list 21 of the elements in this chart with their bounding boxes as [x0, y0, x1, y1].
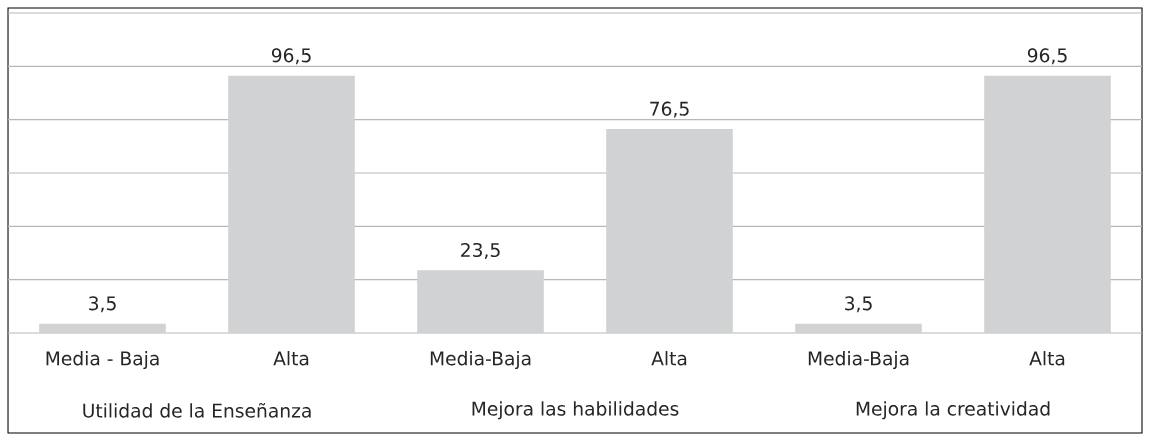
bar — [39, 323, 166, 333]
data-label: 76,5 — [650, 101, 689, 118]
x-tick-label: Media - Baja — [46, 351, 159, 370]
x-tick-label: Alta — [651, 351, 687, 366]
text: Mejora las habilidades — [472, 401, 679, 420]
data-label: 3,5 — [89, 296, 116, 313]
text: Utilidad de la Enseñanza — [83, 402, 311, 418]
bar — [417, 270, 544, 333]
data-label: 23,5 — [461, 242, 500, 259]
data-label: 3,5 — [845, 296, 872, 313]
x-tick-label: Alta — [1029, 351, 1065, 366]
bar — [984, 75, 1111, 333]
bar — [795, 323, 922, 333]
x-tick-label: Alta — [273, 351, 309, 366]
bar — [228, 75, 355, 333]
data-label: 96,5 — [1027, 48, 1067, 65]
bar — [606, 128, 733, 333]
text: Mejora la creatividad — [856, 401, 1050, 420]
x-tick-label: Media-Baja — [430, 351, 531, 370]
x-tick-label: Media-Baja — [808, 351, 909, 370]
data-label: 96,5 — [271, 48, 311, 65]
